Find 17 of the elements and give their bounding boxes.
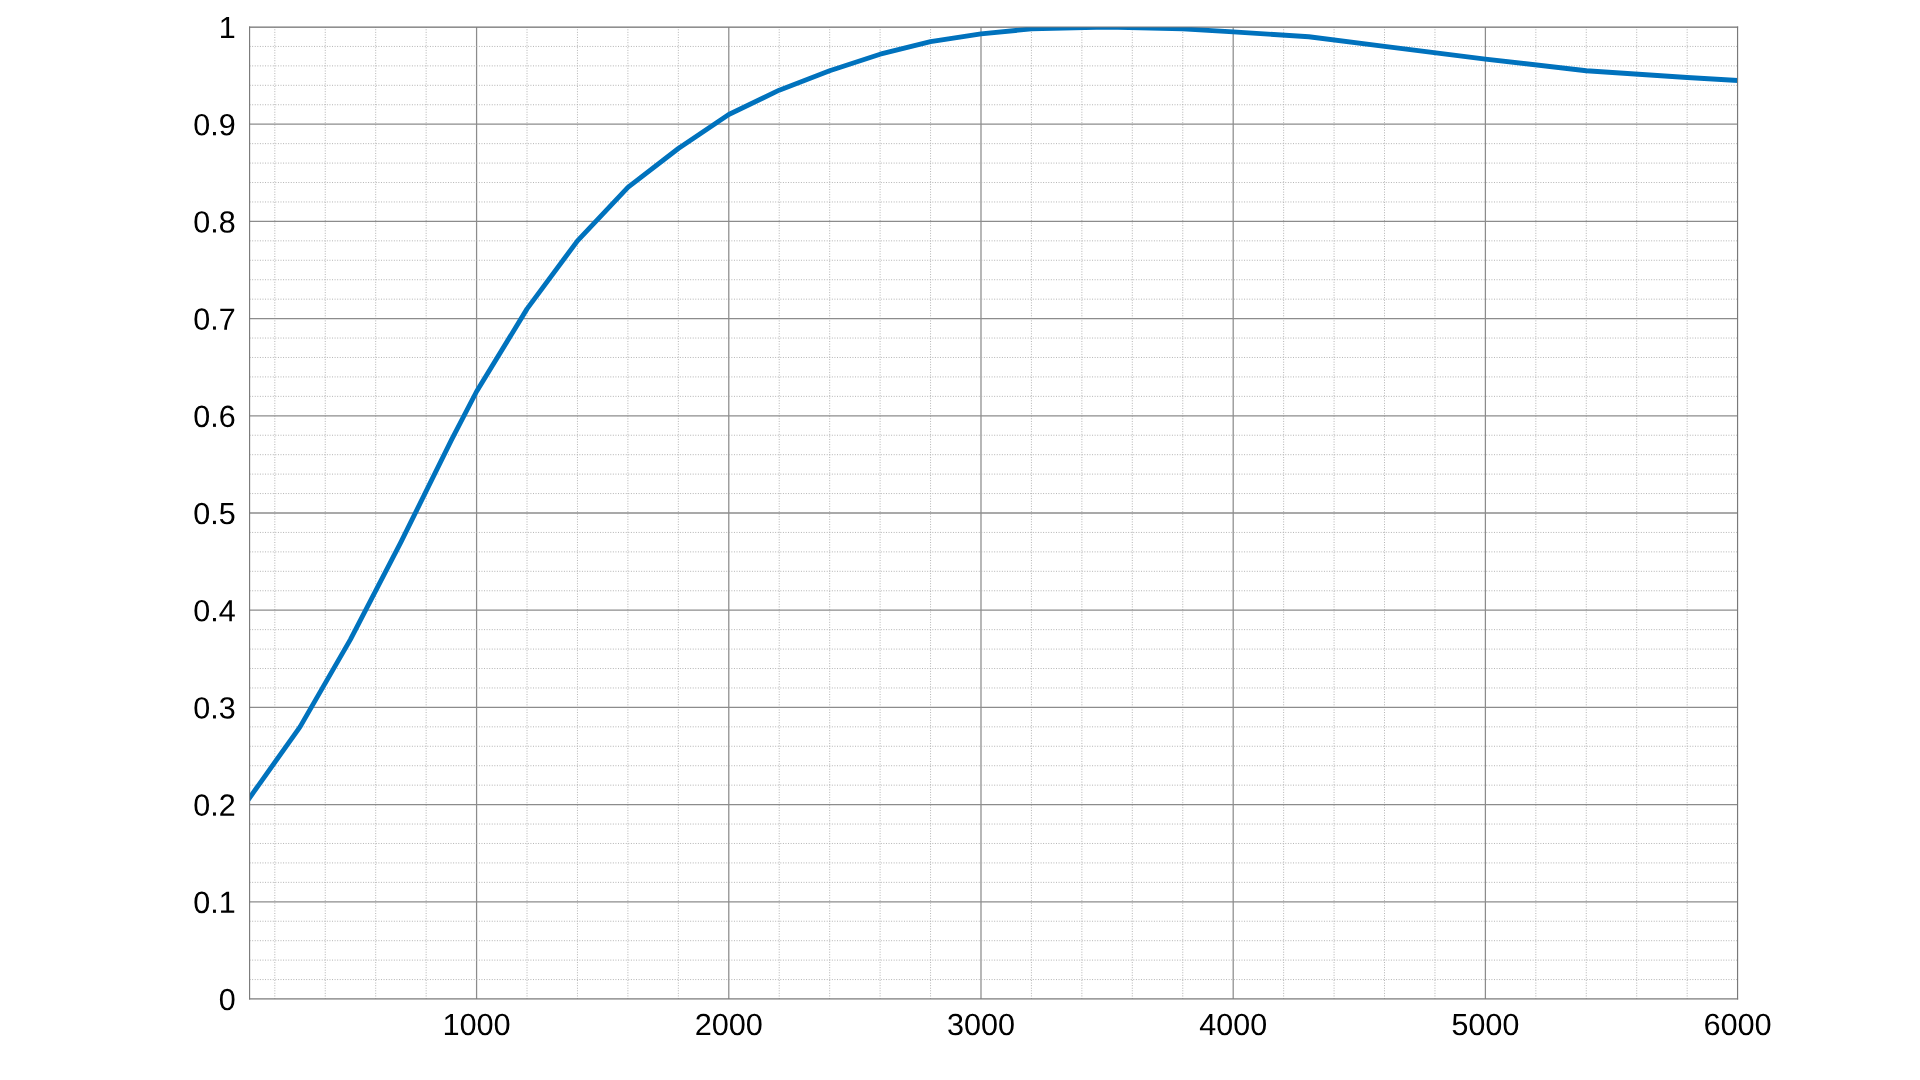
y-tick-label: 0.9: [194, 113, 235, 136]
y-tick-label: 0: [219, 988, 235, 1011]
x-tick-label: 5000: [1452, 1013, 1519, 1036]
y-tick-label: 0.2: [194, 794, 235, 816]
y-tick-label: 0.6: [194, 405, 235, 428]
y-tick-label: 0.7: [194, 308, 235, 330]
y-tick-label: 0.4: [194, 599, 235, 622]
x-tick-label: 2000: [696, 1013, 762, 1036]
y-tick-label: 1: [221, 17, 235, 39]
x-tick-label: 6000: [1705, 1013, 1771, 1036]
y-tick-label: 0.1: [194, 891, 235, 914]
x-tick-label: 3000: [948, 1013, 1014, 1036]
y-tick-label: 0.5: [194, 502, 235, 525]
x-tick-label: 4000: [1199, 1013, 1266, 1036]
x-tick-label: 1000: [444, 1013, 510, 1036]
y-tick-label: 0.3: [194, 697, 235, 719]
y-tick-label: 0.8: [194, 211, 235, 233]
